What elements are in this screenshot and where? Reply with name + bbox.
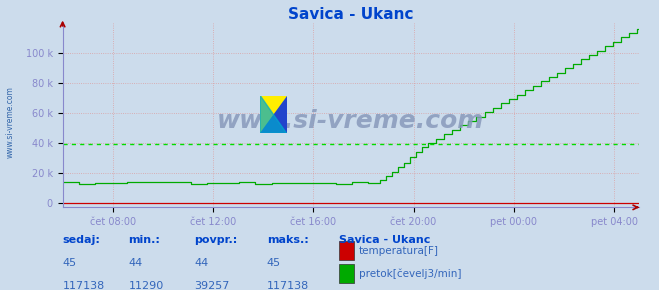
Title: Savica - Ukanc: Savica - Ukanc <box>288 7 414 22</box>
Text: min.:: min.: <box>129 235 160 245</box>
Text: 44: 44 <box>194 258 209 268</box>
Text: 11290: 11290 <box>129 281 163 290</box>
Text: sedaj:: sedaj: <box>63 235 100 245</box>
Text: 39257: 39257 <box>194 281 230 290</box>
Text: 117138: 117138 <box>267 281 309 290</box>
Text: www.si-vreme.com: www.si-vreme.com <box>5 86 14 158</box>
Text: temperatura[F]: temperatura[F] <box>359 246 439 256</box>
Text: 45: 45 <box>267 258 281 268</box>
Polygon shape <box>260 96 287 133</box>
Polygon shape <box>260 96 287 133</box>
Text: pretok[čevelj3/min]: pretok[čevelj3/min] <box>359 269 462 279</box>
Text: 44: 44 <box>129 258 143 268</box>
Text: 117138: 117138 <box>63 281 105 290</box>
Text: maks.:: maks.: <box>267 235 308 245</box>
Text: www.si-vreme.com: www.si-vreme.com <box>217 109 484 133</box>
Polygon shape <box>260 96 287 133</box>
Text: Savica - Ukanc: Savica - Ukanc <box>339 235 431 245</box>
Text: povpr.:: povpr.: <box>194 235 238 245</box>
Text: 45: 45 <box>63 258 76 268</box>
